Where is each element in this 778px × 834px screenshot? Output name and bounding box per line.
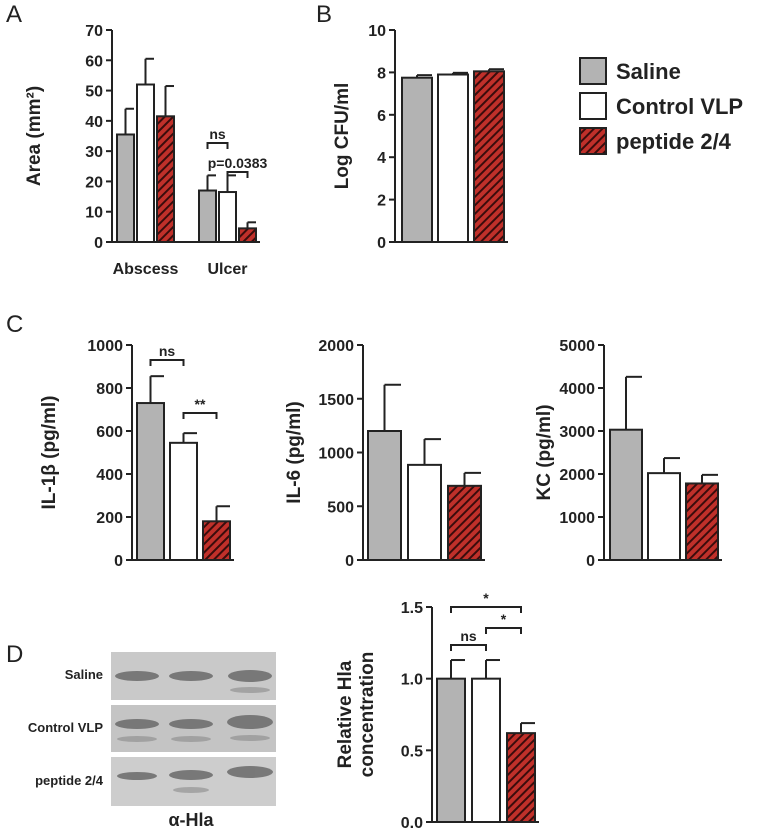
bar xyxy=(436,677,466,824)
y-tick-label: 4 xyxy=(377,150,386,167)
lane-label: Control VLP xyxy=(28,720,103,735)
significance-label: ns xyxy=(460,628,477,644)
legend-label: peptide 2/4 xyxy=(616,129,732,154)
y-axis-label: IL-1β (pg/ml) xyxy=(39,396,60,510)
bar xyxy=(367,430,402,561)
y-tick-label: 50 xyxy=(85,84,103,101)
y-tick-label: 2000 xyxy=(318,338,354,355)
lane-label: peptide 2/4 xyxy=(35,773,104,788)
bar xyxy=(116,133,135,243)
western-blot: Saline Control VLP peptide 2/4 α-Hla xyxy=(28,652,276,830)
significance-label: ** xyxy=(195,396,206,412)
bar xyxy=(407,463,442,561)
y-tick-label: 0 xyxy=(377,235,386,252)
y-tick-label: 1.5 xyxy=(401,600,423,617)
legend-swatch xyxy=(579,127,607,155)
y-axis-label: Log CFU/ml xyxy=(332,83,353,190)
y-axis-label: IL-6 (pg/ml) xyxy=(284,401,305,503)
bar xyxy=(609,428,643,561)
y-tick-label: 3000 xyxy=(559,424,595,441)
y-tick-label: 20 xyxy=(85,174,103,191)
panel-label: D xyxy=(6,641,23,668)
x-tick-label: Abscess xyxy=(113,261,179,278)
bar xyxy=(447,484,482,562)
y-tick-label: 1000 xyxy=(559,510,595,527)
significance-bracket xyxy=(149,359,185,366)
y-tick-label: 200 xyxy=(96,510,123,527)
panel-label: C xyxy=(6,311,23,338)
significance-bracket xyxy=(226,171,249,178)
bar xyxy=(198,189,217,243)
y-tick-label: 400 xyxy=(96,467,123,484)
lane-label: Saline xyxy=(65,667,103,682)
y-tick-label: 10 xyxy=(85,205,103,222)
y-tick-label: 600 xyxy=(96,424,123,441)
y-tick-label: 1500 xyxy=(318,392,354,409)
y-tick-label: 0.0 xyxy=(401,815,423,832)
significance-bracket xyxy=(206,142,229,149)
y-tick-label: 2 xyxy=(377,193,386,210)
significance-label: ns xyxy=(159,343,176,359)
bar xyxy=(401,76,433,243)
y-tick-label: 2000 xyxy=(559,467,595,484)
y-tick-label: 1.0 xyxy=(401,672,423,689)
x-tick-label: Ulcer xyxy=(207,261,247,278)
significance-bracket xyxy=(485,627,522,634)
bar xyxy=(202,520,231,561)
y-tick-label: 5000 xyxy=(559,338,595,355)
bar xyxy=(685,482,719,561)
y-axis-label: concentration xyxy=(357,652,378,778)
y-tick-label: 6 xyxy=(377,108,386,125)
significance-label: * xyxy=(501,611,507,627)
significance-label: * xyxy=(483,590,489,606)
bar xyxy=(238,227,257,244)
significance-label: ns xyxy=(209,126,226,142)
y-tick-label: 70 xyxy=(85,23,103,40)
bar xyxy=(506,732,536,824)
y-tick-label: 10 xyxy=(368,23,386,40)
bar xyxy=(471,677,501,824)
y-tick-label: 0 xyxy=(345,553,354,570)
bar xyxy=(136,83,155,243)
bar xyxy=(437,73,469,243)
bar xyxy=(473,70,505,243)
legend-swatch xyxy=(579,92,607,120)
bar xyxy=(136,402,165,561)
y-tick-label: 30 xyxy=(85,144,103,161)
y-tick-label: 0 xyxy=(114,553,123,570)
panel-label: A xyxy=(6,1,22,28)
legend-swatch xyxy=(579,57,607,85)
significance-bracket xyxy=(450,644,487,651)
y-tick-label: 0.5 xyxy=(401,743,423,760)
y-tick-label: 4000 xyxy=(559,381,595,398)
y-tick-label: 60 xyxy=(85,53,103,70)
y-tick-label: 1000 xyxy=(318,446,354,463)
y-axis-label: Area (mm²) xyxy=(24,86,45,186)
y-tick-label: 0 xyxy=(94,235,103,252)
y-tick-label: 800 xyxy=(96,381,123,398)
bar xyxy=(169,441,198,562)
significance-bracket xyxy=(182,412,218,419)
bar xyxy=(218,191,237,243)
bar xyxy=(647,472,681,562)
significance-bracket xyxy=(450,606,522,613)
significance-label: p=0.0383 xyxy=(208,155,268,171)
legend-label: Saline xyxy=(616,59,681,84)
y-tick-label: 500 xyxy=(327,499,354,516)
y-axis-label: KC (pg/ml) xyxy=(534,404,555,500)
y-tick-label: 8 xyxy=(377,65,386,82)
blot-caption: α-Hla xyxy=(168,810,214,830)
panel-label: B xyxy=(316,1,332,28)
y-tick-label: 1000 xyxy=(87,338,123,355)
y-axis-label: Relative Hla xyxy=(335,660,356,768)
y-tick-label: 0 xyxy=(586,553,595,570)
bar xyxy=(156,115,175,243)
y-tick-label: 40 xyxy=(85,114,103,131)
legend-label: Control VLP xyxy=(616,94,743,119)
